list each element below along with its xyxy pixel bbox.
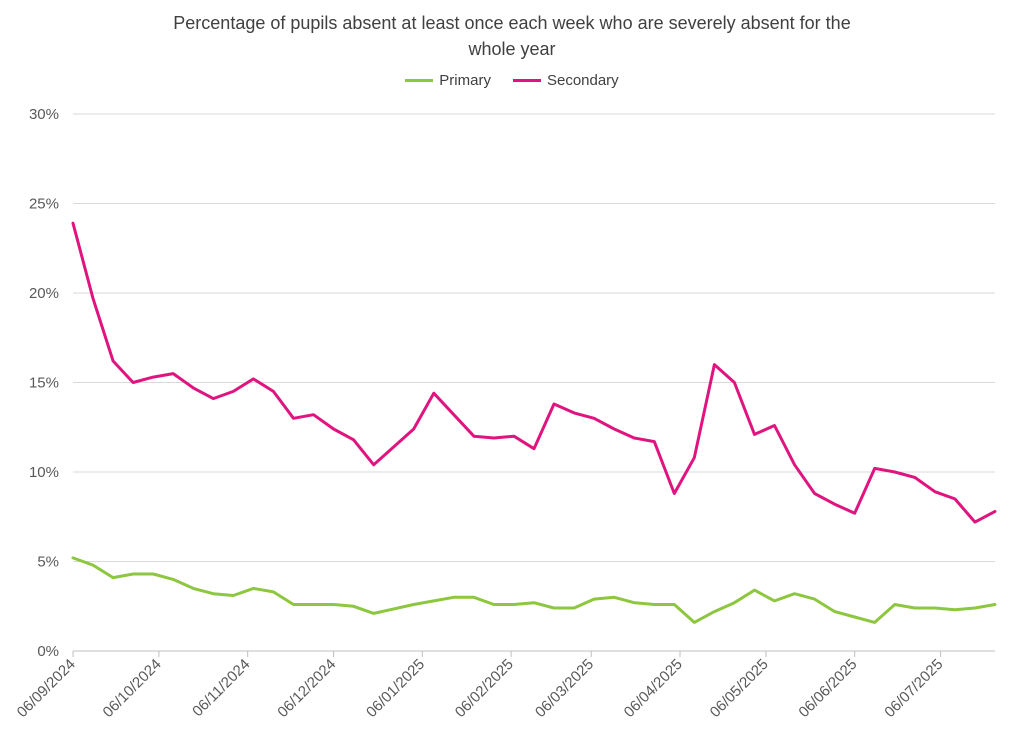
- legend-item-secondary: Secondary: [512, 72, 619, 89]
- legend-label-secondary: Secondary: [546, 72, 619, 89]
- y-tick-label: 5%: [37, 554, 59, 571]
- x-tick-label: 06/09/2024: [14, 656, 79, 721]
- chart-title: Percentage of pupils absent at least onc…: [0, 10, 1024, 62]
- legend-label-primary: Primary: [439, 72, 491, 89]
- chart-legend: Primary Secondary: [0, 72, 1024, 89]
- x-tick-label: 06/02/2025: [452, 656, 517, 721]
- series-line-primary: [71, 556, 997, 624]
- x-tick-label: 06/01/2025: [363, 656, 428, 721]
- y-tick-label: 25%: [29, 196, 59, 213]
- y-tick-label: 0%: [37, 643, 59, 660]
- x-tick-label: 06/05/2025: [707, 656, 772, 721]
- chart-title-line-1: Percentage of pupils absent at least onc…: [173, 13, 851, 33]
- x-tick-label: 06/03/2025: [532, 656, 597, 721]
- x-tick-label: 06/07/2025: [881, 656, 946, 721]
- y-tick-label: 30%: [29, 106, 59, 123]
- y-tick-label: 20%: [29, 285, 59, 302]
- x-tick-label: 06/04/2025: [621, 656, 686, 721]
- x-tick-label: 06/10/2024: [100, 656, 165, 721]
- legend-swatch-primary: [405, 79, 434, 82]
- y-tick-label: 15%: [29, 375, 59, 392]
- x-tick-label: 06/11/2024: [189, 656, 253, 720]
- x-tick-label: 06/06/2025: [795, 656, 860, 721]
- legend-item-primary: Primary: [405, 72, 491, 89]
- y-tick-label: 10%: [29, 464, 59, 481]
- series-line-secondary: [71, 221, 997, 524]
- x-tick-label: 06/12/2024: [274, 656, 339, 721]
- legend-swatch-secondary: [512, 79, 541, 82]
- chart-title-line-2: whole year: [468, 39, 556, 59]
